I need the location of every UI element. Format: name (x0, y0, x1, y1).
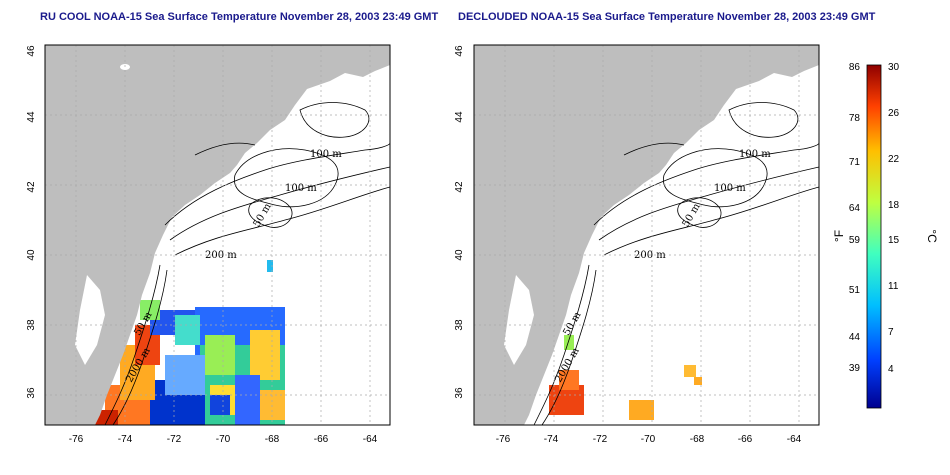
right-grid (474, 45, 819, 425)
left-map-panel: 100 m 100 m 50 m 200 m 50 m 2000 m (44, 44, 391, 426)
right-lon-tick: -64 (787, 434, 802, 445)
right-lon-tick: -70 (641, 434, 656, 445)
left-lat-tick: 46 (26, 45, 37, 57)
left-lon-axis: -76 -74 -72 -70 -68 -66 -64 (69, 434, 378, 445)
right-lon-tick: -66 (738, 434, 753, 445)
left-lon-tick: -66 (314, 434, 329, 445)
left-lon-tick: -64 (363, 434, 378, 445)
right-lat-tick: 40 (454, 249, 465, 261)
fahrenheit-tick: 71 (849, 157, 861, 168)
right-contour-label: 200 m (634, 250, 666, 261)
celsius-tick: 22 (888, 154, 900, 165)
right-lon-tick: -72 (593, 434, 608, 445)
fahrenheit-tick: 86 (849, 62, 861, 73)
fahrenheit-axis-label: °F (832, 230, 846, 242)
right-lat-tick: 44 (454, 111, 465, 123)
left-lon-tick: -76 (69, 434, 84, 445)
left-sst-imagery (93, 260, 285, 425)
celsius-tick: 7 (888, 327, 894, 338)
fahrenheit-tick: 64 (849, 203, 861, 214)
left-lat-tick: 40 (26, 249, 37, 261)
left-lon-tick: -70 (216, 434, 231, 445)
celsius-tick: 15 (888, 235, 900, 246)
left-contour-label: 100 m (285, 183, 317, 194)
left-contour-label: 100 m (310, 149, 342, 160)
left-grid (45, 45, 390, 425)
right-lat-tick: 46 (454, 45, 465, 57)
left-lon-tick: -72 (167, 434, 182, 445)
left-contour-label: 200 m (205, 250, 237, 261)
right-contour-label: 100 m (714, 183, 746, 194)
right-lat-tick: 42 (454, 181, 465, 193)
right-contour-label: 100 m (739, 149, 771, 160)
left-lon-tick: -74 (118, 434, 133, 445)
right-map-title: DECLOUDED NOAA-15 Sea Surface Temperatur… (458, 11, 876, 23)
colorbar-gradient (866, 64, 882, 409)
left-lat-tick: 38 (26, 319, 37, 331)
right-lon-axis: -76 -74 -72 -70 -68 -66 -64 (496, 434, 802, 445)
right-lon-tick: -74 (544, 434, 559, 445)
celsius-axis-label: °C (925, 229, 939, 243)
right-lon-tick: -76 (496, 434, 511, 445)
left-map-frame (44, 44, 391, 426)
right-lon-tick: -68 (690, 434, 705, 445)
celsius-tick: 4 (888, 364, 894, 375)
left-map-title: RU COOL NOAA-15 Sea Surface Temperature … (40, 11, 439, 23)
celsius-tick: 30 (888, 62, 900, 73)
fahrenheit-tick: 51 (849, 285, 861, 296)
fahrenheit-tick: 44 (849, 332, 861, 343)
fahrenheit-tick: 39 (849, 363, 861, 374)
left-lat-tick: 36 (26, 387, 37, 399)
right-lat-tick: 36 (454, 387, 465, 399)
temperature-colorbar: 86 78 71 64 59 51 44 39 30 26 22 18 15 1… (832, 62, 939, 409)
fahrenheit-tick: 78 (849, 113, 861, 124)
right-map-panel: 100 m 100 m 50 m 200 m 50 m 2000 m (473, 44, 820, 426)
celsius-tick: 26 (888, 108, 900, 119)
left-lat-tick: 42 (26, 181, 37, 193)
left-lat-axis: 46 44 42 40 38 36 (26, 45, 37, 399)
right-lat-tick: 38 (454, 319, 465, 331)
right-lat-axis: 46 44 42 40 38 36 (454, 45, 465, 399)
right-map-frame (473, 44, 820, 426)
left-lat-tick: 44 (26, 111, 37, 123)
left-lon-tick: -68 (265, 434, 280, 445)
celsius-tick: 11 (888, 281, 899, 292)
celsius-tick: 18 (888, 200, 900, 211)
fahrenheit-tick: 59 (849, 235, 861, 246)
